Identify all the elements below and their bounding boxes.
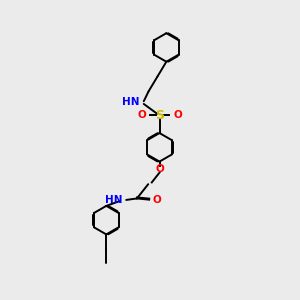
Text: O: O bbox=[155, 164, 164, 174]
Text: HN: HN bbox=[105, 195, 122, 205]
Text: O: O bbox=[153, 195, 161, 205]
Text: O: O bbox=[137, 110, 146, 120]
Text: S: S bbox=[155, 109, 164, 122]
Text: HN: HN bbox=[122, 97, 139, 107]
Text: O: O bbox=[173, 110, 182, 120]
